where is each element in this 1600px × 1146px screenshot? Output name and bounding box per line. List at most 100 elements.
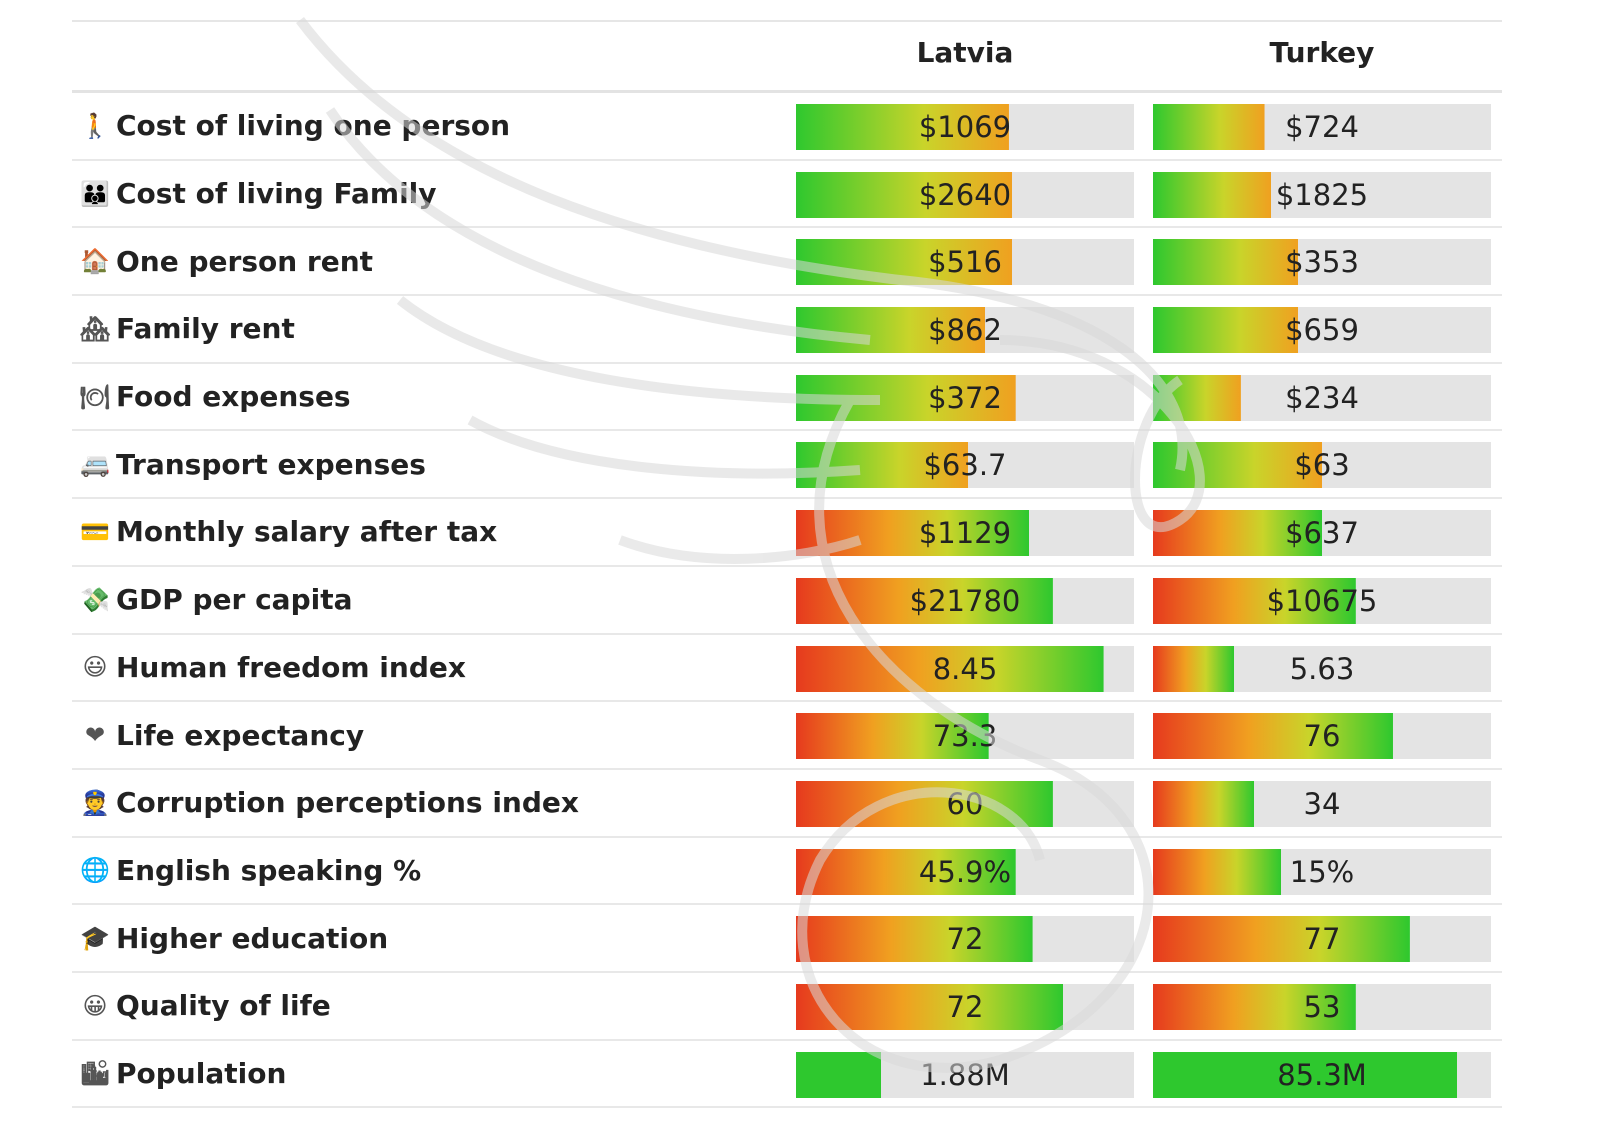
bar-track-latvia: 72 [796, 983, 1134, 1030]
bar-track-turkey: $1825 [1153, 171, 1491, 218]
bar-track-turkey: 34 [1153, 780, 1491, 827]
row-label-text: English speaking % [116, 853, 422, 887]
row-label: 😀 Quality of life [78, 973, 331, 1039]
row-label: 🍽 Food expenses [78, 364, 351, 430]
credit-card-icon: 💳 [80, 517, 110, 546]
bar-fill [1153, 1051, 1458, 1098]
row-label: 😃 Human freedom index [78, 635, 465, 701]
bar-track-latvia: 72 [796, 916, 1134, 963]
bar-value-label: $516 [928, 245, 1002, 280]
bar-value-label: $63 [1294, 448, 1350, 483]
bar-track-turkey: 5.63 [1153, 645, 1491, 692]
bar-value-label: $1069 [918, 110, 1012, 144]
bar-track-latvia: $516 [796, 239, 1134, 286]
bar-fill [1153, 780, 1255, 827]
bar-fill [1153, 645, 1235, 692]
bar-track-turkey: $353 [1153, 239, 1491, 286]
column-header-turkey: Turkey [1269, 36, 1375, 69]
table-row: 🌐 English speaking % 45.9% 15% [72, 838, 1502, 906]
row-label-text: Corruption perceptions index [116, 786, 579, 820]
bar-value-label: 1.88M [920, 1057, 1010, 1092]
bar-value-label: $637 [1285, 516, 1359, 551]
table-row: ❤ Life expectancy 73.3 76 [72, 702, 1502, 770]
comparison-table: Latvia Turkey 🚶 Cost of living one person… [72, 20, 1502, 1109]
bar-track-turkey: $10675 [1153, 577, 1491, 624]
bar-value-label: 73.3 [932, 719, 998, 754]
bar-track-latvia: $1069 [796, 104, 1134, 150]
row-label: 🏠 One person rent [78, 228, 373, 294]
bar-fill [1153, 848, 1282, 895]
bar-value-label: $21780 [909, 583, 1021, 618]
table-row: 🍽 Food expenses $372 $234 [72, 364, 1502, 432]
house-icon: 🏠 [80, 247, 110, 276]
row-label-text: Food expenses [116, 380, 351, 414]
row-label-text: Cost of living Family [116, 177, 437, 211]
table-row: 🏠 One person rent $516 $353 [72, 228, 1502, 297]
row-label-text: GDP per capita [116, 583, 353, 617]
bar-value-label: 60 [946, 786, 984, 821]
bar-value-label: $1825 [1275, 177, 1369, 212]
row-label: 👮 Corruption perceptions index [78, 770, 579, 836]
table-row: 🏘 Family rent $862 $659 [72, 296, 1502, 364]
row-label-text: Family rent [116, 312, 295, 346]
table-row: 🚶 Cost of living one person $1069 $724 [72, 93, 1502, 161]
row-label-text: Quality of life [116, 989, 331, 1023]
bar-value-label: 8.45 [932, 651, 998, 686]
row-label-text: Transport expenses [116, 447, 426, 481]
bar-value-label: 77 [1303, 922, 1341, 957]
bar-track-turkey: $234 [1153, 374, 1491, 421]
bar-value-label: $10675 [1266, 583, 1378, 618]
row-label-text: Cost of living one person [116, 109, 511, 143]
bar-track-turkey: 15% [1153, 848, 1491, 895]
city-icon: 🏙 [79, 1059, 111, 1088]
bar-track-turkey: $659 [1153, 307, 1491, 354]
bar-value-label: 53 [1303, 989, 1341, 1024]
grinning-face-icon: 😀 [82, 991, 108, 1020]
bar-value-label: 72 [946, 989, 984, 1024]
bar-value-label: 15% [1289, 854, 1355, 889]
bar-fill [1153, 916, 1410, 963]
table-row: 👮 Corruption perceptions index 60 34 [72, 770, 1502, 838]
bar-fill [1153, 577, 1356, 624]
bar-track-latvia: 8.45 [796, 645, 1134, 692]
person-walking-icon: 🚶 [80, 111, 110, 140]
bar-track-turkey: $724 [1153, 104, 1491, 150]
row-label: 💸 GDP per capita [78, 567, 353, 633]
bar-track-latvia: 1.88M [796, 1051, 1134, 1098]
bar-value-label: $353 [1285, 245, 1359, 280]
family-icon: 👪 [80, 179, 110, 208]
bar-value-label: $2640 [918, 177, 1012, 212]
globe-icon: 🌐 [80, 856, 110, 885]
bus-icon: 🚐 [80, 450, 110, 479]
bar-value-label: 76 [1303, 719, 1341, 754]
bar-value-label: $724 [1285, 110, 1359, 144]
row-label: 🏘 Family rent [78, 296, 295, 362]
police-officer-icon: 👮 [80, 788, 110, 817]
table-row: 👪 Cost of living Family $2640 $1825 [72, 161, 1502, 229]
bar-track-turkey: 76 [1153, 713, 1491, 760]
bar-track-latvia: $63.7 [796, 442, 1134, 489]
smiley-icon: 😃 [82, 653, 108, 682]
table-row: 🎓 Higher education 72 77 [72, 905, 1502, 973]
row-label-text: Higher education [116, 921, 389, 955]
row-label: 🚶 Cost of living one person [78, 93, 510, 159]
heart-icon: ❤ [84, 721, 106, 750]
bar-track-turkey: 53 [1153, 983, 1491, 1030]
row-label: 🏙 Population [78, 1041, 287, 1107]
bar-fill [1153, 713, 1393, 760]
row-label-text: One person rent [116, 244, 374, 278]
row-label: 💳 Monthly salary after tax [78, 499, 497, 565]
bar-track-latvia: $862 [796, 307, 1134, 354]
bar-value-label: 5.63 [1289, 651, 1355, 686]
bar-fill [1153, 983, 1356, 1030]
bar-track-turkey: $637 [1153, 510, 1491, 557]
row-label: 🚐 Transport expenses [78, 431, 426, 497]
bar-value-label: $1129 [918, 516, 1012, 551]
bar-track-latvia: 73.3 [796, 713, 1134, 760]
bar-track-latvia: $372 [796, 374, 1134, 421]
bar-value-label: $372 [928, 380, 1002, 415]
bar-track-turkey: $63 [1153, 442, 1491, 489]
row-label-text: Population [116, 1056, 287, 1090]
row-label-text: Monthly salary after tax [116, 515, 498, 549]
bar-track-latvia: $1129 [796, 510, 1134, 557]
